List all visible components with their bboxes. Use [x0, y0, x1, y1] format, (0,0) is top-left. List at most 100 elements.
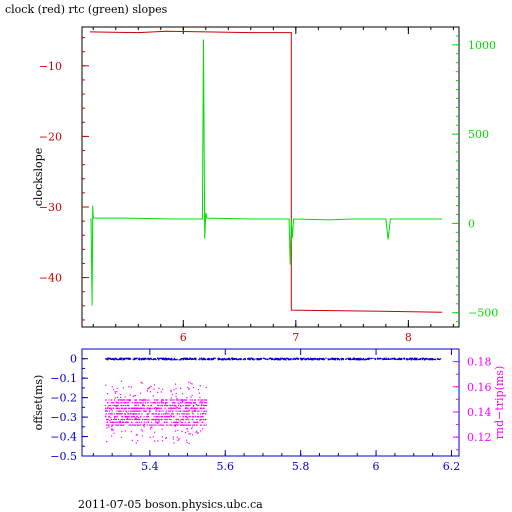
rndtrip-point	[122, 416, 124, 418]
offset-point	[143, 358, 145, 361]
rndtrip-point	[151, 424, 153, 426]
offset-point	[288, 358, 290, 360]
offset-point	[310, 358, 312, 360]
rndtrip-point	[116, 416, 119, 418]
rndtrip-point	[142, 404, 145, 407]
rndtrip-point	[185, 404, 187, 407]
offset-point	[135, 358, 137, 360]
offset-point	[147, 358, 150, 360]
offset-point	[187, 358, 189, 360]
rndtrip-point	[178, 404, 180, 407]
rndtrip-point	[191, 383, 193, 385]
offset-point	[195, 359, 197, 361]
offset-point	[183, 357, 185, 359]
rndtrip-point	[186, 441, 188, 443]
offset-point	[329, 358, 331, 361]
y-tick-label: −10	[39, 60, 62, 73]
offset-point	[161, 357, 163, 359]
offset-point	[138, 359, 141, 361]
y-tick-label: −0.1	[50, 372, 77, 385]
rndtrip-point	[153, 413, 155, 415]
rndtrip-point	[179, 407, 181, 409]
offset-point	[400, 357, 403, 360]
rndtrip-point	[193, 410, 195, 412]
rndtrip-point	[173, 421, 175, 423]
rndtrip-point	[184, 402, 186, 404]
offset-point	[259, 359, 261, 361]
offset-point	[218, 358, 220, 361]
offset-point	[128, 358, 130, 361]
offset-point	[429, 358, 432, 360]
rndtrip-point	[149, 411, 151, 413]
rndtrip-point	[120, 407, 123, 409]
rndtrip-point	[173, 442, 175, 444]
rndtrip-point	[104, 407, 107, 409]
rndtrip-points	[104, 380, 208, 444]
rndtrip-point	[180, 404, 182, 407]
rndtrip-point	[186, 407, 188, 409]
offset-point	[347, 357, 349, 360]
rndtrip-point	[184, 410, 186, 412]
rndtrip-point	[134, 404, 136, 407]
rndtrip-point	[144, 410, 146, 412]
rndtrip-point	[118, 407, 120, 409]
rndtrip-point	[125, 421, 127, 423]
rndtrip-point	[125, 421, 127, 423]
rndtrip-point	[192, 418, 194, 421]
rndtrip-point	[184, 421, 186, 423]
offset-point	[415, 359, 417, 361]
rndtrip-point	[170, 391, 172, 393]
offset-point	[295, 358, 297, 361]
rndtrip-point	[167, 410, 169, 412]
y-tick-label: −0.3	[50, 411, 77, 424]
rndtrip-point	[191, 416, 193, 418]
rndtrip-point	[187, 407, 189, 409]
rndtrip-point	[122, 418, 124, 421]
rndtrip-point	[185, 416, 187, 418]
rndtrip-point	[143, 416, 145, 418]
rndtrip-point	[128, 410, 130, 412]
rndtrip-point	[131, 424, 133, 426]
rndtrip-point	[128, 407, 130, 409]
rndtrip-point	[128, 404, 130, 407]
offset-point	[301, 358, 303, 360]
rndtrip-point	[110, 402, 112, 404]
rndtrip-point	[149, 436, 151, 438]
rndtrip-point	[172, 413, 174, 415]
rndtrip-point	[140, 402, 142, 404]
rndtrip-point	[203, 399, 205, 401]
rndtrip-point	[121, 399, 123, 401]
rndtrip-point	[127, 413, 129, 415]
rndtrip-point	[142, 418, 144, 421]
rndtrip-point	[156, 416, 159, 418]
rndtrip-point	[147, 388, 149, 390]
offset-point	[221, 359, 223, 361]
offset-point	[203, 358, 205, 361]
rndtrip-point	[128, 386, 130, 388]
rndtrip-point	[154, 399, 156, 401]
offset-point	[136, 357, 138, 359]
x-tick-label: 6	[180, 331, 187, 344]
offset-point	[409, 357, 411, 360]
rndtrip-point	[173, 399, 175, 401]
rndtrip-point	[126, 417, 129, 419]
offset-point	[106, 358, 108, 360]
offset-point	[433, 358, 435, 361]
offset-point	[150, 358, 152, 360]
rndtrip-point	[166, 418, 168, 421]
rndtrip-point	[161, 416, 163, 418]
offset-point	[280, 357, 282, 359]
rndtrip-point	[126, 418, 128, 421]
offset-point	[302, 358, 304, 360]
rndtrip-point	[179, 410, 181, 412]
rndtrip-point	[121, 416, 123, 418]
rndtrip-point	[162, 402, 164, 404]
rndtrip-point	[202, 407, 204, 409]
offset-point	[207, 358, 209, 361]
rndtrip-point	[169, 416, 171, 418]
rndtrip-point	[164, 421, 166, 423]
rndtrip-point	[175, 399, 177, 401]
rndtrip-point	[130, 410, 132, 412]
offset-point	[112, 358, 114, 360]
rndtrip-point	[107, 418, 109, 421]
